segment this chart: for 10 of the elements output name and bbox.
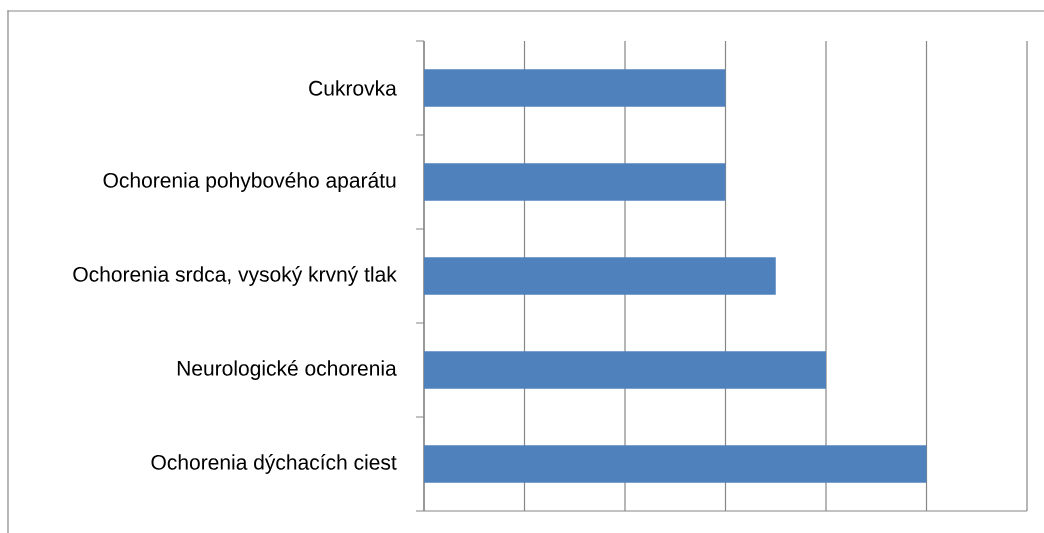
y-tick-label: Ochorenia pohybového aparátu [103, 172, 396, 192]
y-tick-label: Ochorenia srdca, vysoký krvný tlak [73, 266, 397, 286]
y-tick-label: Neurologické ochorenia [177, 360, 397, 380]
bar [424, 257, 776, 295]
y-tick-label: Cukrovka [309, 80, 397, 96]
bar [424, 351, 826, 389]
bar [424, 69, 726, 107]
bar [424, 163, 726, 201]
bar [424, 445, 927, 483]
y-tick-label: Ochorenia dýchacích ciest [151, 454, 397, 474]
